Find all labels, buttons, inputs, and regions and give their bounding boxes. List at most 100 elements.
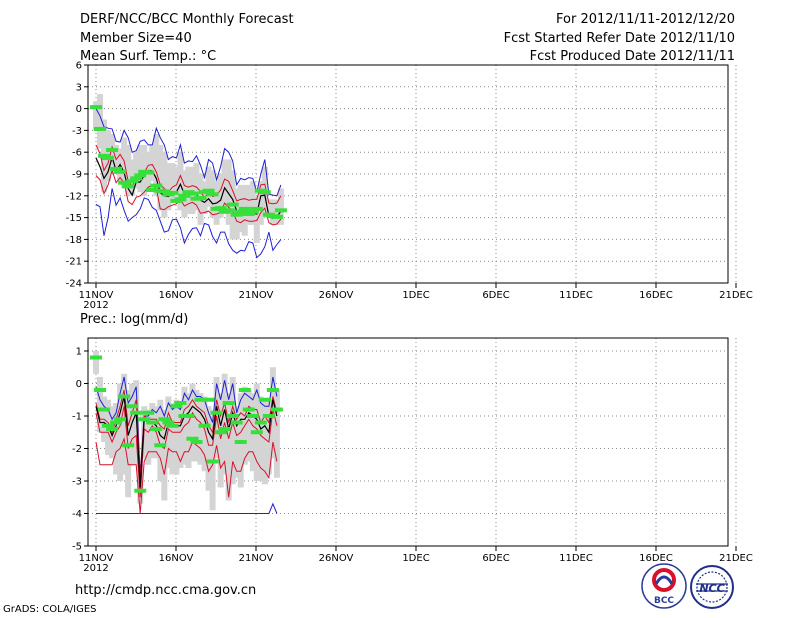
grads-credit: GrADS: COLA/IGES [3, 604, 97, 615]
median-mark [194, 397, 207, 402]
median-mark [190, 440, 203, 444]
median-mark [170, 404, 183, 409]
median-mark [98, 153, 111, 158]
median-mark [194, 195, 207, 200]
spread-bar [221, 159, 228, 211]
median-mark [126, 404, 139, 409]
x-tick-label: 21NOV [239, 290, 274, 301]
median-mark [218, 427, 231, 431]
median-mark [174, 401, 187, 405]
spread-bar [185, 393, 192, 468]
median-mark [130, 410, 143, 415]
median-mark [94, 126, 107, 131]
spread-bar [161, 152, 168, 218]
y-tick-label: -3 [72, 477, 82, 488]
x-tick-label: 11NOV [79, 553, 114, 564]
spread-bar [269, 199, 276, 225]
y-tick-label: -5 [72, 542, 82, 553]
median-mark [158, 189, 171, 194]
median-mark [118, 180, 131, 185]
median-mark [130, 176, 143, 181]
x-tick-label: 11DEC [559, 290, 593, 301]
x-year-label: 2012 [83, 300, 108, 311]
x-year-label: 2012 [83, 563, 108, 574]
spread-bar [277, 188, 284, 225]
x-tick-label: 26NOV [319, 290, 354, 301]
forecast-period: For 2012/11/11-2012/12/20 [556, 12, 735, 27]
median-mark [258, 397, 271, 402]
median-mark [94, 388, 107, 392]
median-mark [90, 105, 102, 110]
forecast-produced-date: Fcst Produced Date 2012/11/11 [529, 49, 735, 64]
y-tick-label: -2 [72, 444, 82, 455]
spread-bar [197, 393, 204, 465]
x-tick-label: 16DEC [639, 553, 673, 564]
x-tick-label: 26NOV [319, 553, 354, 564]
y-tick-label: -12 [66, 191, 82, 202]
median-mark [230, 212, 243, 217]
median-mark [210, 410, 223, 415]
spread-bar [193, 390, 200, 462]
median-mark [134, 488, 147, 493]
median-mark [114, 169, 127, 174]
x-tick-label: 21NOV [239, 553, 274, 564]
spread-bar [265, 399, 272, 475]
median-mark [186, 191, 199, 196]
median-mark [230, 420, 243, 425]
spread-bar [93, 351, 99, 374]
median-mark [214, 430, 227, 435]
median-mark [274, 208, 287, 213]
spread-bar [177, 152, 184, 211]
spread-bar [117, 383, 124, 481]
spread-bar [217, 174, 224, 218]
x-tick-label: 16DEC [639, 290, 673, 301]
y-tick-label: -6 [72, 148, 82, 159]
chart-title: DERF/NCC/BCC Monthly Forecast [80, 12, 294, 27]
x-tick-label: 1DEC [402, 553, 429, 564]
median-mark [234, 209, 247, 214]
median-mark [186, 436, 199, 441]
spread-bar [113, 403, 120, 475]
spread-bar [157, 399, 164, 481]
y-tick-label: -21 [66, 257, 82, 268]
spread-bar [149, 144, 156, 182]
median-mark [222, 401, 235, 405]
median-mark [154, 443, 167, 448]
median-mark [126, 179, 139, 184]
spread-bar [257, 396, 264, 481]
x-tick-label: 21DEC [719, 553, 753, 564]
x-tick-label: 11DEC [559, 553, 593, 564]
median-mark [206, 459, 219, 464]
median-mark [158, 417, 171, 422]
median-mark [238, 388, 251, 392]
median-mark [270, 407, 283, 412]
median-mark [146, 420, 159, 425]
x-tick-label: 6DEC [482, 553, 509, 564]
spread-bar [93, 101, 99, 131]
median-mark [254, 420, 267, 425]
series-min-line [95, 188, 282, 259]
spread-bar [273, 390, 280, 478]
y-tick-label: 0 [76, 104, 82, 115]
forecast-started-date: Fcst Started Refer Date 2012/11/10 [503, 31, 735, 46]
spread-bar [257, 181, 264, 225]
spread-bar [225, 393, 232, 501]
median-mark [242, 211, 255, 216]
median-mark [174, 197, 187, 202]
median-mark [238, 206, 251, 211]
median-mark [166, 190, 179, 195]
x-tick-label: 11NOV [79, 290, 114, 301]
median-mark [226, 414, 239, 418]
spread-bar [225, 159, 232, 225]
spread-bar [245, 390, 252, 462]
median-mark [106, 427, 119, 431]
median-mark [134, 173, 147, 178]
median-mark [182, 414, 195, 418]
spread-bar [145, 409, 152, 465]
source-url[interactable]: http://cmdp.ncc.cma.gov.cn [75, 583, 257, 598]
spread-bar [173, 399, 180, 475]
median-mark [102, 156, 115, 161]
spread-bar [125, 144, 132, 196]
series-min-line [95, 436, 278, 514]
